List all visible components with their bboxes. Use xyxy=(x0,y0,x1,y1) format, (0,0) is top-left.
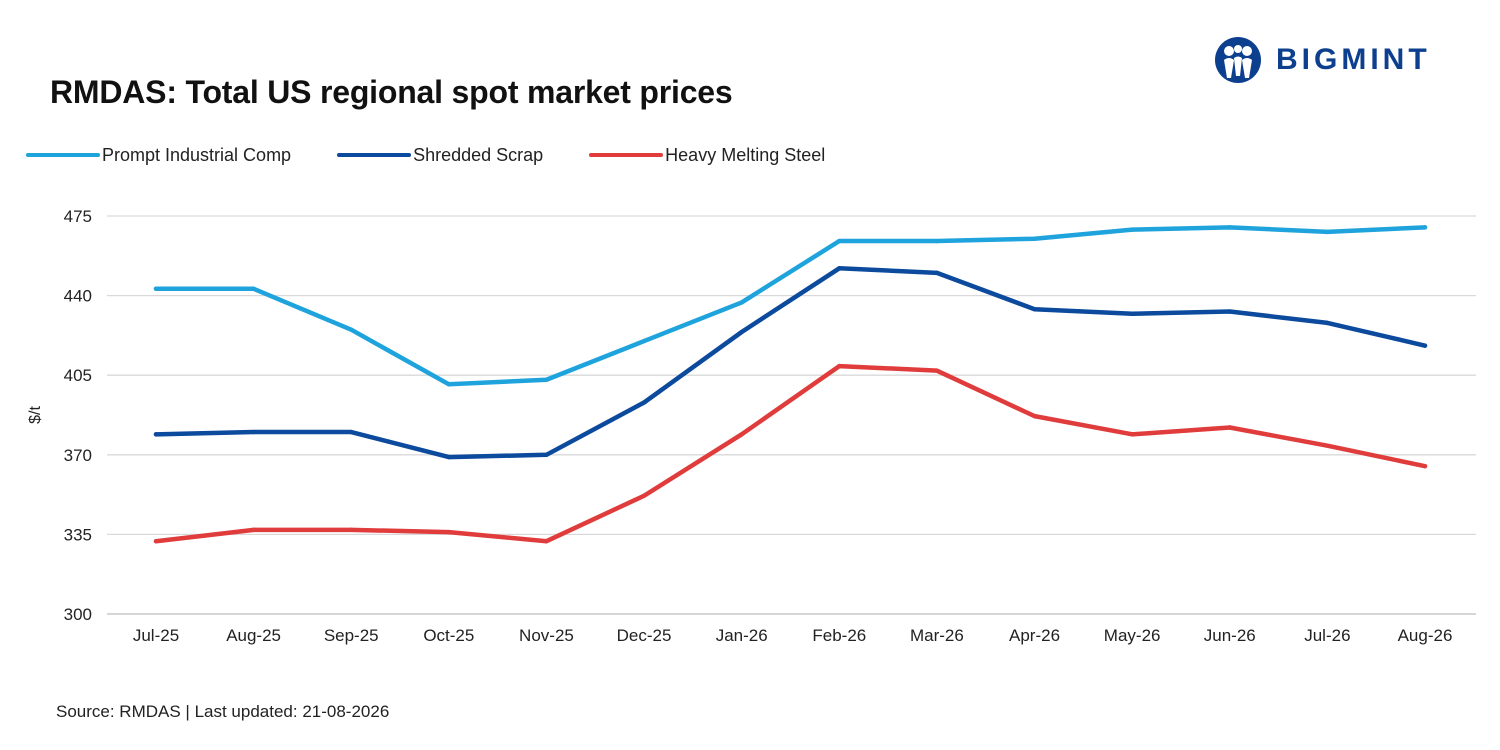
data-point-heavy-melting-steel xyxy=(1422,463,1428,469)
data-point-shredded-scrap xyxy=(446,454,452,460)
legend-label-prompt-industrial-comp: Prompt Industrial Comp xyxy=(102,144,292,165)
data-point-prompt-industrial-comp xyxy=(641,338,647,344)
data-point-heavy-melting-steel xyxy=(153,539,159,544)
data-point-heavy-melting-steel xyxy=(1227,425,1232,430)
y-gridlines xyxy=(107,215,1476,615)
data-point-shredded-scrap xyxy=(641,400,647,405)
data-point-heavy-melting-steel xyxy=(934,368,940,373)
data-point-shredded-scrap xyxy=(1129,311,1135,316)
data-point-heavy-melting-steel xyxy=(1325,443,1330,448)
chart-title: RMDAS: Total US regional spot market pri… xyxy=(50,74,733,110)
y-axis-title: $/t xyxy=(27,406,44,424)
data-point-prompt-industrial-comp xyxy=(349,327,354,332)
x-tick-label: Mar-26 xyxy=(910,626,964,645)
data-point-shredded-scrap xyxy=(739,329,744,335)
data-point-prompt-industrial-comp xyxy=(1227,225,1232,230)
series-line-prompt-industrial-comp xyxy=(153,225,1428,387)
x-tick-label: Dec-25 xyxy=(617,626,672,645)
data-point-heavy-melting-steel xyxy=(446,529,452,535)
x-tick-label: May-26 xyxy=(1104,626,1161,645)
x-tick-label: Jun-26 xyxy=(1204,626,1256,645)
data-point-heavy-melting-steel xyxy=(739,432,744,437)
legend-label-shredded-scrap: Shredded Scrap xyxy=(413,144,544,165)
y-tick-label: 405 xyxy=(64,366,92,385)
chart-legend: Prompt Industrial Comp Shredded Scrap He… xyxy=(26,142,871,168)
bigmint-logo: BIGMINT xyxy=(1214,34,1431,86)
data-point-prompt-industrial-comp xyxy=(153,286,159,291)
x-tick-label: Sep-25 xyxy=(324,626,379,645)
data-point-heavy-melting-steel xyxy=(1032,413,1037,419)
data-point-shredded-scrap xyxy=(349,429,354,435)
bigmint-logo-text: BIGMINT xyxy=(1276,43,1431,76)
y-tick-label: 370 xyxy=(64,446,92,465)
y-tick-label: 335 xyxy=(64,525,92,544)
series-prompt-industrial-comp xyxy=(153,225,1428,387)
data-point-prompt-industrial-comp xyxy=(1422,225,1428,230)
legend-label-heavy-melting-steel: Heavy Melting Steel xyxy=(665,144,826,165)
data-point-shredded-scrap xyxy=(1032,307,1037,312)
x-tick-label: Jul-25 xyxy=(133,626,179,645)
data-point-shredded-scrap xyxy=(1422,343,1428,348)
y-tick-label: 440 xyxy=(64,287,92,306)
x-tick-label: Feb-26 xyxy=(812,626,866,645)
data-point-shredded-scrap xyxy=(544,452,549,457)
x-tick-label: Aug-26 xyxy=(1398,626,1453,645)
x-tick-label: Aug-25 xyxy=(226,626,281,645)
series-heavy-melting-steel xyxy=(153,363,1428,544)
y-tick-label: 475 xyxy=(64,207,92,226)
data-point-prompt-industrial-comp xyxy=(1325,229,1330,235)
data-point-heavy-melting-steel xyxy=(349,527,354,533)
data-point-prompt-industrial-comp xyxy=(446,382,452,387)
legend-swatch-heavy-melting-steel xyxy=(589,153,664,157)
x-tick-label: Jul-26 xyxy=(1304,626,1350,645)
x-tick-label: Jan-26 xyxy=(716,626,768,645)
bigmint-logo-icon xyxy=(1215,37,1261,83)
data-point-shredded-scrap xyxy=(1227,309,1232,314)
series-line-shredded-scrap xyxy=(153,266,1428,460)
x-tick-label: Nov-25 xyxy=(519,626,574,645)
data-point-prompt-industrial-comp xyxy=(739,300,744,305)
data-point-prompt-industrial-comp xyxy=(251,286,256,291)
data-point-prompt-industrial-comp xyxy=(1032,236,1037,241)
source-note: Source: RMDAS | Last updated: 21-08-2026 xyxy=(56,702,390,721)
data-point-shredded-scrap xyxy=(1325,320,1330,326)
data-point-shredded-scrap xyxy=(837,266,842,271)
legend-item-prompt-industrial-comp: Prompt Industrial Comp xyxy=(26,145,291,166)
legend-swatch-shredded-scrap xyxy=(337,153,412,157)
data-point-prompt-industrial-comp xyxy=(934,238,940,244)
data-point-prompt-industrial-comp xyxy=(544,377,549,382)
legend-swatch-prompt-industrial-comp xyxy=(26,153,100,157)
series-line-heavy-melting-steel xyxy=(153,363,1428,544)
series-shredded-scrap xyxy=(153,266,1428,460)
x-tick-label: Apr-26 xyxy=(1009,626,1060,645)
data-point-shredded-scrap xyxy=(251,429,256,435)
data-point-heavy-melting-steel xyxy=(544,539,549,544)
y-tick-label: 300 xyxy=(64,605,92,624)
data-point-shredded-scrap xyxy=(153,432,159,437)
data-point-heavy-melting-steel xyxy=(251,527,256,533)
data-point-shredded-scrap xyxy=(934,270,940,276)
data-point-prompt-industrial-comp xyxy=(1129,227,1135,232)
data-point-heavy-melting-steel xyxy=(1129,432,1135,437)
legend-item-heavy-melting-steel: Heavy Melting Steel xyxy=(589,145,825,166)
x-tick-label: Oct-25 xyxy=(423,626,474,645)
data-point-prompt-industrial-comp xyxy=(837,238,842,244)
data-point-heavy-melting-steel xyxy=(837,363,842,369)
data-point-heavy-melting-steel xyxy=(641,493,647,498)
legend-item-shredded-scrap: Shredded Scrap xyxy=(337,145,543,166)
